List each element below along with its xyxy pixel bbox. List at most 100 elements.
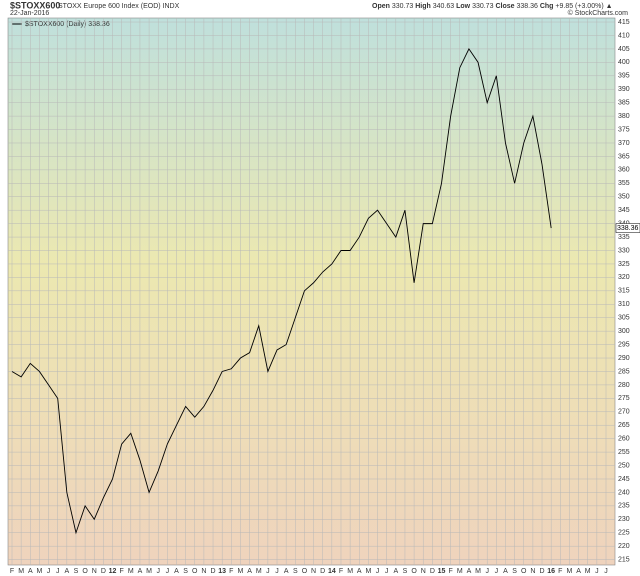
- x-tick-label: J: [595, 568, 599, 575]
- x-tick-label: F: [120, 568, 124, 575]
- x-tick-label: D: [539, 568, 544, 575]
- x-tick-label: M: [36, 568, 42, 575]
- date: 22-Jan-2016: [10, 10, 49, 17]
- y-tick-label: 260: [618, 436, 630, 443]
- index-name: STOXX Europe 600 Index (EOD) INDX: [58, 3, 180, 10]
- y-tick-label: 410: [618, 32, 630, 39]
- x-tick-label: S: [293, 568, 298, 575]
- y-tick-label: 290: [618, 355, 630, 362]
- y-tick-label: 305: [618, 315, 630, 322]
- y-tick-label: 225: [618, 530, 630, 537]
- y-tick-label: 335: [618, 234, 630, 241]
- x-tick-label: F: [10, 568, 14, 575]
- x-tick-label: J: [166, 568, 170, 575]
- close: 338.36: [516, 3, 538, 10]
- y-tick-label: 295: [618, 341, 630, 348]
- y-tick-label: 415: [618, 19, 630, 26]
- y-tick-label: 385: [618, 100, 630, 107]
- y-tick-label: 365: [618, 153, 630, 160]
- x-tick-label: F: [558, 568, 562, 575]
- x-tick-label: O: [521, 568, 527, 575]
- y-tick-label: 325: [618, 261, 630, 268]
- x-tick-label: N: [92, 568, 97, 575]
- x-tick-label: A: [64, 568, 69, 575]
- x-tick-label: A: [138, 568, 143, 575]
- x-tick-label: N: [201, 568, 206, 575]
- x-tick-label: J: [376, 568, 380, 575]
- x-tick-label: J: [56, 568, 60, 575]
- y-tick-label: 315: [618, 288, 630, 295]
- legend-name: $STOXX600 (Daily): [25, 21, 86, 28]
- x-tick-label: M: [585, 568, 591, 575]
- quote: Open 330.73 High 340.63 Low 330.73 Close…: [372, 3, 613, 10]
- x-tick-label: M: [475, 568, 481, 575]
- x-tick-label: F: [339, 568, 343, 575]
- y-tick-label: 370: [618, 140, 630, 147]
- x-tick-label: J: [156, 568, 160, 575]
- x-tick-label: O: [192, 568, 198, 575]
- x-tick-label: J: [604, 568, 608, 575]
- high-label: High: [415, 3, 431, 10]
- y-tick-label: 270: [618, 409, 630, 416]
- open-label: Open: [372, 3, 390, 10]
- x-tick-label: 15: [438, 568, 446, 575]
- x-tick-label: F: [449, 568, 453, 575]
- x-tick-label: A: [284, 568, 289, 575]
- x-tick-label: F: [229, 568, 233, 575]
- x-tick-label: S: [512, 568, 517, 575]
- x-tick-label: M: [238, 568, 244, 575]
- price-box-label: 338.36: [617, 225, 639, 232]
- x-tick-label: A: [467, 568, 472, 575]
- price-line: [11, 48, 552, 535]
- credit: © StockCharts.com: [568, 9, 629, 17]
- x-tick-label: M: [18, 568, 24, 575]
- y-tick-label: 280: [618, 382, 630, 389]
- close-label: Close: [495, 3, 514, 10]
- x-tick-label: 13: [218, 568, 226, 575]
- x-tick-label: A: [28, 568, 33, 575]
- x-tick-label: O: [411, 568, 417, 575]
- y-tick-label: 350: [618, 194, 630, 201]
- y-tick-label: 405: [618, 46, 630, 53]
- x-tick-label: N: [311, 568, 316, 575]
- x-tick-label: 16: [547, 568, 555, 575]
- x-tick-label: M: [347, 568, 353, 575]
- y-tick-label: 390: [618, 86, 630, 93]
- y-tick-label: 310: [618, 301, 630, 308]
- x-tick-label: 14: [328, 568, 336, 575]
- symbol: $STOXX600: [10, 0, 60, 10]
- y-tick-label: 355: [618, 180, 630, 187]
- y-tick-label: 375: [618, 126, 630, 133]
- x-tick-label: A: [576, 568, 581, 575]
- y-tick-label: 255: [618, 449, 630, 456]
- x-tick-label: J: [47, 568, 51, 575]
- x-tick-label: 12: [109, 568, 117, 575]
- y-tick-label: 380: [618, 113, 630, 120]
- chg: +9.85 (+3.00%): [555, 3, 603, 10]
- plot-area: [7, 17, 616, 566]
- legend-value: 338.36: [88, 21, 110, 28]
- x-tick-label: N: [421, 568, 426, 575]
- x-tick-label: M: [128, 568, 134, 575]
- x-tick-label: M: [457, 568, 463, 575]
- x-tick-label: D: [430, 568, 435, 575]
- y-tick-label: 360: [618, 167, 630, 174]
- y-tick-label: 330: [618, 247, 630, 254]
- x-tick-label: S: [183, 568, 188, 575]
- y-tick-label: 230: [618, 516, 630, 523]
- x-tick-label: D: [320, 568, 325, 575]
- low: 330.73: [472, 3, 494, 10]
- x-tick-label: A: [174, 568, 179, 575]
- x-tick-label: S: [74, 568, 79, 575]
- y-tick-label: 265: [618, 422, 630, 429]
- y-tick-label: 220: [618, 543, 630, 550]
- x-tick-label: O: [302, 568, 308, 575]
- y-tick-label: 320: [618, 274, 630, 281]
- y-tick-label: 245: [618, 476, 630, 483]
- y-tick-label: 215: [618, 556, 630, 563]
- x-tick-label: J: [495, 568, 499, 575]
- open: 330.73: [392, 3, 414, 10]
- chg-label: Chg: [540, 3, 554, 10]
- x-tick-label: D: [101, 568, 106, 575]
